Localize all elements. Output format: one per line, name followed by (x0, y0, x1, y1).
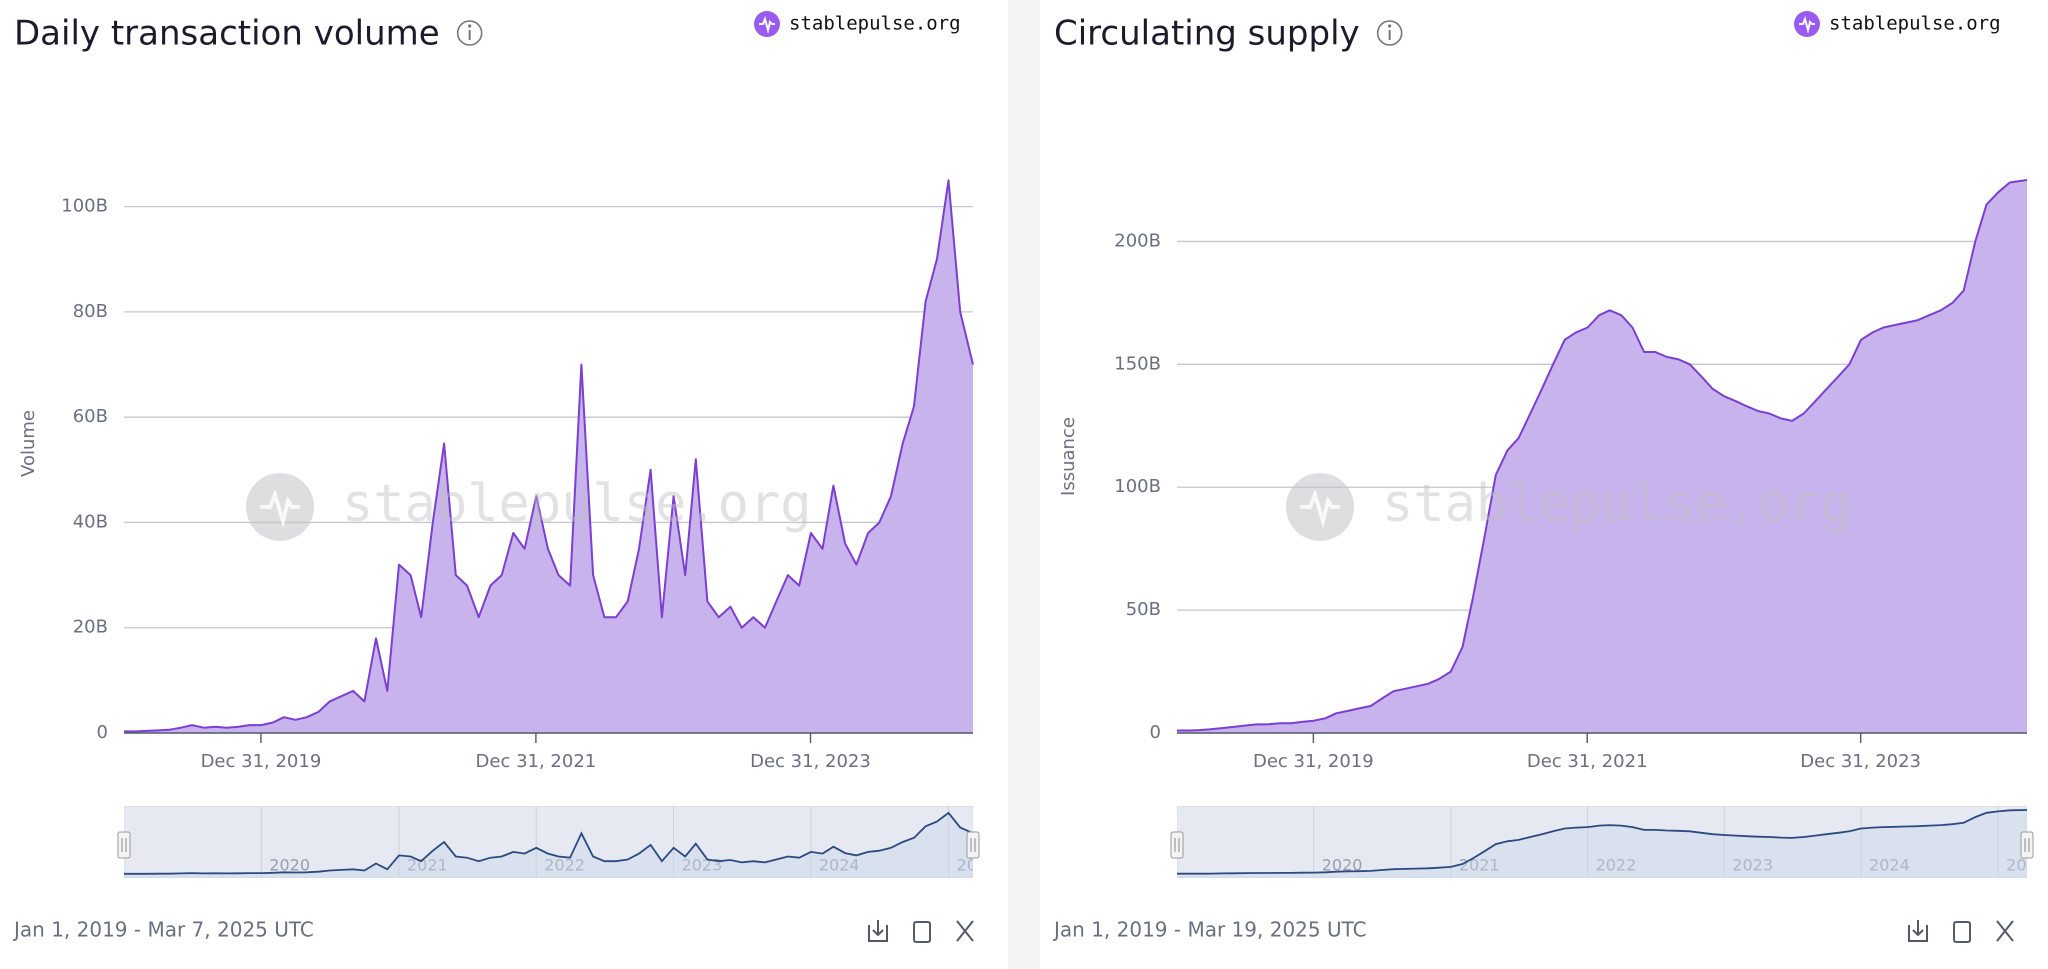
line (1177, 179, 2028, 732)
navigator-label: 2025 (2006, 856, 2047, 875)
y-tick-label: 100B (1114, 476, 1161, 497)
x-tick-label: Dec 31, 2023 (750, 751, 871, 772)
y-tick-label: 50B (1126, 599, 1161, 620)
date-range: Jan 1, 2019 - Mar 19, 2025 UTC (1052, 918, 1367, 942)
navigator-handle[interactable] (2020, 831, 2034, 859)
download-icon[interactable] (1908, 920, 1928, 942)
navigator-label: 2024 (819, 856, 860, 875)
navigator-bg (1177, 806, 2027, 878)
watermark: stablepulse.org (342, 474, 812, 534)
date-range: Jan 1, 2019 - Mar 7, 2025 UTC (12, 918, 314, 942)
navigator-label: 2022 (1596, 856, 1637, 875)
navigator-handle[interactable] (117, 831, 131, 859)
navigator-line (1177, 809, 2027, 875)
area (124, 180, 973, 734)
navigator: 202020212022202320242025 (124, 806, 998, 878)
chart-title: Daily transaction volume (14, 14, 440, 54)
navigator-label: 2023 (1732, 856, 1773, 875)
brand-pulse (1799, 15, 1815, 34)
navigator-label: 2025 (957, 856, 998, 875)
navigator-bg (124, 806, 973, 878)
share-x-icon[interactable] (1996, 920, 2014, 942)
line (124, 179, 974, 733)
navigator-handle[interactable] (966, 831, 980, 859)
watermark-pulse (1300, 489, 1340, 529)
navigator-label: 2024 (1869, 856, 1910, 875)
navigator-label: 2020 (1322, 856, 1363, 875)
y-axis-label: Volume (18, 410, 39, 477)
brand-pulse (759, 15, 775, 34)
x-tick-label: Dec 31, 2019 (1253, 751, 1374, 772)
info-icon-dot (1388, 24, 1392, 28)
x-tick-label: Dec 31, 2021 (1527, 751, 1648, 772)
navigator-label: 2022 (544, 856, 585, 875)
y-tick-label: 80B (73, 301, 108, 322)
x-tick-label: Dec 31, 2019 (201, 751, 322, 772)
y-tick-label: 40B (73, 511, 108, 532)
navigator-label: 2020 (269, 856, 310, 875)
brand-name: stablepulse.org (1829, 13, 2001, 35)
share-x-icon[interactable] (956, 920, 974, 942)
watermark-pulse (260, 489, 300, 529)
y-tick-label: 200B (1114, 230, 1161, 251)
info-icon-dot (468, 24, 472, 28)
y-axis-label: Issuance (1058, 417, 1079, 496)
navigator-area (1177, 810, 2027, 878)
y-tick-label: 0 (97, 722, 108, 743)
info-icon[interactable] (1376, 20, 1403, 46)
area (1177, 180, 2027, 733)
y-tick-label: 20B (73, 617, 108, 638)
copy-icon[interactable] (913, 921, 931, 943)
navigator-area (124, 812, 973, 878)
navigator: 202020212022202320242025 (1177, 806, 2047, 878)
copy-icon[interactable] (1953, 921, 1971, 943)
download-icon[interactable] (868, 920, 888, 942)
chart-title: Circulating supply (1054, 14, 1360, 54)
info-icon[interactable] (456, 20, 483, 46)
y-tick-label: 150B (1114, 353, 1161, 374)
x-tick-label: Dec 31, 2021 (476, 751, 597, 772)
y-tick-label: 0 (1150, 722, 1161, 743)
x-tick-label: Dec 31, 2023 (1800, 751, 1921, 772)
watermark: stablepulse.org (1382, 474, 1852, 534)
navigator-handle[interactable] (1170, 831, 1184, 859)
y-tick-label: 60B (73, 406, 108, 427)
navigator-line (124, 811, 973, 875)
brand-name: stablepulse.org (789, 13, 961, 35)
y-tick-label: 100B (61, 196, 108, 217)
